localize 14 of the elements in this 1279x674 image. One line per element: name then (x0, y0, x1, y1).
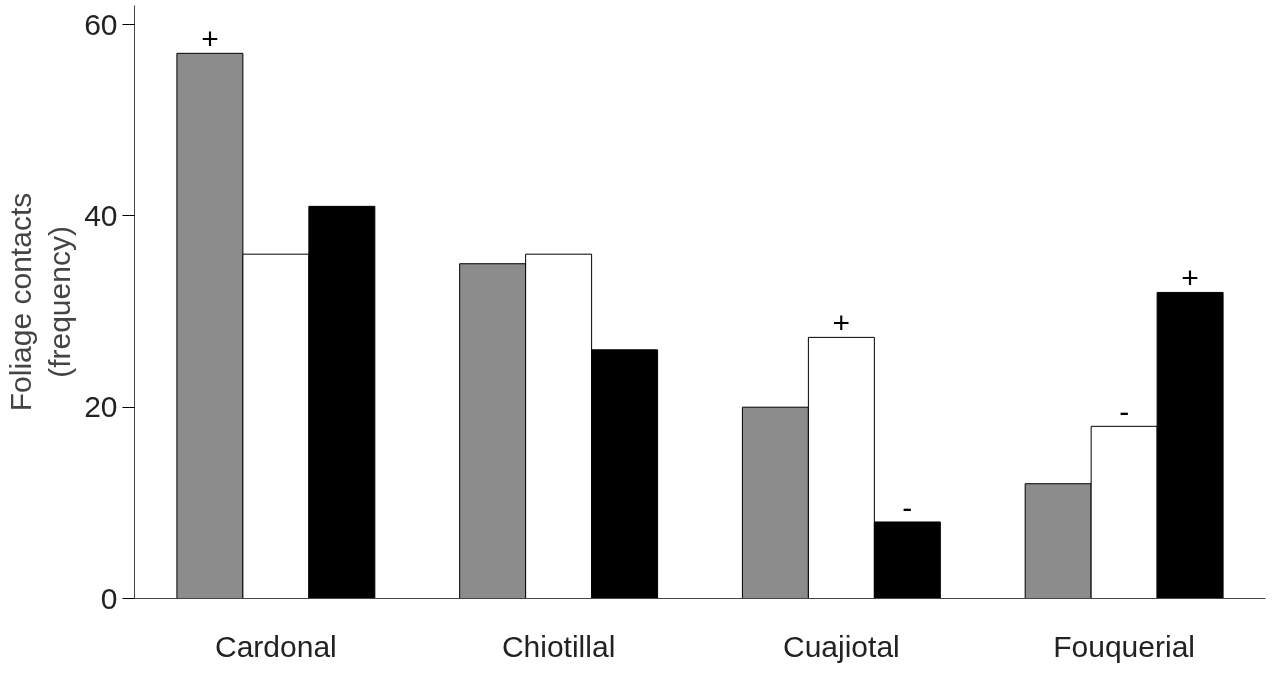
y-tick-label: 20 (84, 390, 118, 424)
data-label: + (832, 306, 851, 340)
y-tick-label: 0 (100, 581, 118, 615)
data-label: + (1181, 261, 1199, 295)
data-label: + (201, 22, 219, 56)
y-tick-label: 60 (84, 7, 118, 41)
x-tick-label: Chiotillal (501, 629, 616, 663)
data-label: - (1119, 395, 1130, 429)
y-tick-label: 40 (84, 198, 118, 232)
x-tick-label: Fouquerial (1053, 629, 1196, 663)
x-tick-label: Cardonal (215, 629, 337, 663)
y-axis-title: Foliage contacts (frequency) (3, 192, 77, 412)
data-label: - (902, 490, 913, 524)
x-tick-label: Cuajiotal (783, 629, 900, 663)
